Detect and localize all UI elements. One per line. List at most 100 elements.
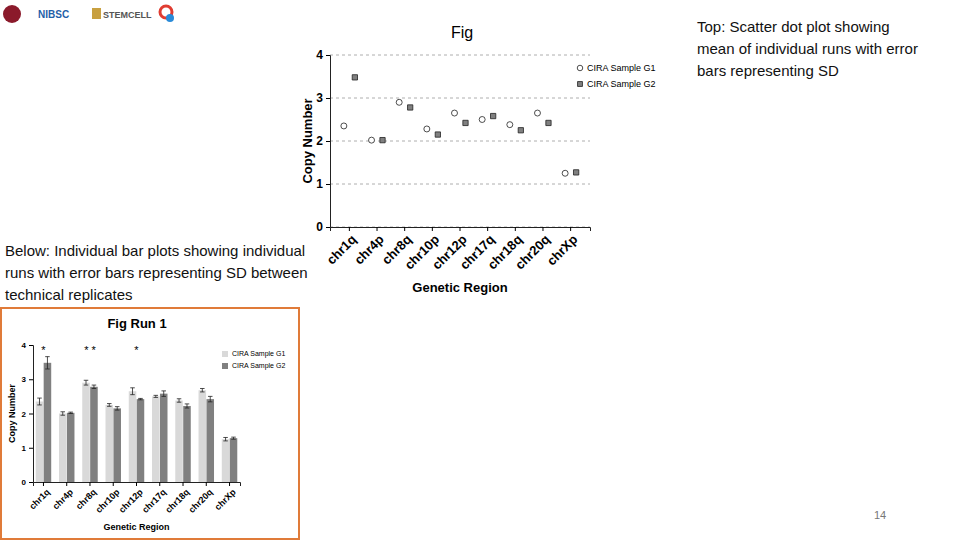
legend: CIRA Sample G1CIRA Sample G2 xyxy=(577,63,655,89)
tick-mark xyxy=(570,227,571,231)
error-cap xyxy=(37,398,42,399)
point xyxy=(352,75,357,80)
error-cap xyxy=(92,388,97,389)
error-cap xyxy=(177,398,182,399)
grid xyxy=(330,55,590,227)
error-cap xyxy=(223,437,228,438)
tick-mark xyxy=(183,482,184,486)
tick: chrXp xyxy=(544,227,581,268)
bar xyxy=(90,387,98,482)
tick: chr1q xyxy=(27,482,51,511)
error-cap xyxy=(200,391,205,392)
tick-label: chr1q xyxy=(324,232,360,268)
axis-line xyxy=(29,346,34,483)
tick: 1 xyxy=(316,177,330,191)
bar xyxy=(36,402,44,482)
tick-mark xyxy=(159,482,160,486)
bar xyxy=(183,406,191,482)
tick-label: chrXp xyxy=(544,232,581,269)
tick-label: 0 xyxy=(22,478,27,487)
bar xyxy=(230,438,238,482)
point xyxy=(369,137,375,143)
tick-mark xyxy=(29,482,33,483)
error-bar xyxy=(132,388,133,395)
tick-label: chr20q xyxy=(512,232,553,273)
error-cap xyxy=(138,398,143,399)
error-cap xyxy=(115,406,120,407)
bar xyxy=(67,413,75,482)
point xyxy=(573,170,578,175)
error-cap xyxy=(60,415,65,416)
logo-icon xyxy=(92,8,101,19)
tick-label: chr18q xyxy=(163,487,191,515)
tick-label: 3 xyxy=(316,91,323,105)
tick-label: 1 xyxy=(22,444,27,453)
legend: CIRA Sample G1CIRA Sample G2 xyxy=(222,350,285,370)
tick-label: 3 xyxy=(22,375,27,384)
tick-label: chr12p xyxy=(117,487,145,515)
bottom-note: Below: Individual bar plots showing indi… xyxy=(5,240,327,306)
tick: 2 xyxy=(22,410,33,419)
error-bar xyxy=(186,404,187,408)
legend-label: CIRA Sample G1 xyxy=(232,350,285,358)
error-bar xyxy=(86,380,87,385)
error-bar xyxy=(225,437,226,440)
tick-label: 1 xyxy=(316,177,323,191)
tick-mark xyxy=(29,345,33,346)
tick-mark xyxy=(29,414,33,415)
error-cap xyxy=(223,440,228,441)
error-bar xyxy=(109,404,110,407)
chart-title: Fig Run 1 xyxy=(107,316,166,331)
y-axis-title: Copy Number xyxy=(300,98,315,183)
annotation: * * xyxy=(84,344,96,356)
tick-mark xyxy=(377,227,378,231)
chart: 01234chr1qchr4pchr8qchr10pchr12pchr17qch… xyxy=(7,316,285,532)
series xyxy=(36,380,230,482)
tick-label: chr4p xyxy=(51,487,76,512)
tick-label: chr17q xyxy=(140,487,168,515)
panel-frame xyxy=(1,308,299,539)
tick-label: 2 xyxy=(22,410,27,419)
axis-line xyxy=(331,228,591,232)
tick-mark xyxy=(66,482,67,486)
legend-label: CIRA Sample G1 xyxy=(587,63,656,73)
point xyxy=(396,99,402,105)
logo-icon xyxy=(166,14,174,22)
error-bar xyxy=(163,391,164,396)
tick: 0 xyxy=(22,478,33,487)
bar xyxy=(222,439,230,482)
point xyxy=(507,122,513,128)
tick: chr4p xyxy=(351,227,387,267)
error-bar xyxy=(117,407,118,410)
error-cap xyxy=(45,356,50,357)
series xyxy=(341,99,568,176)
logo-text: STEMCELL xyxy=(103,10,152,20)
logo-seal xyxy=(3,5,21,23)
tick: 3 xyxy=(22,375,33,384)
error-bar xyxy=(210,396,211,401)
tick-mark xyxy=(136,482,137,486)
tick: chr20q xyxy=(512,227,553,272)
point xyxy=(479,117,485,123)
legend-swatch xyxy=(222,351,228,357)
error-cap xyxy=(138,399,143,400)
grid-line xyxy=(330,55,590,56)
series xyxy=(44,357,238,482)
tick-label: chr1q xyxy=(27,487,51,511)
logo-text: NIBSC xyxy=(38,9,69,20)
bar xyxy=(199,390,207,482)
error-bar xyxy=(202,388,203,391)
error-cap xyxy=(130,387,135,388)
tick-mark xyxy=(542,227,543,231)
tick-mark xyxy=(89,482,90,486)
point xyxy=(546,120,551,125)
bar xyxy=(105,405,113,482)
error-cap xyxy=(107,406,112,407)
annotation: * xyxy=(41,344,46,356)
tick-label: 4 xyxy=(316,48,323,62)
tick: 1 xyxy=(22,444,33,453)
error-bar xyxy=(93,385,94,388)
tick-mark xyxy=(113,482,114,486)
bar xyxy=(175,400,183,482)
tick-mark xyxy=(326,227,330,228)
